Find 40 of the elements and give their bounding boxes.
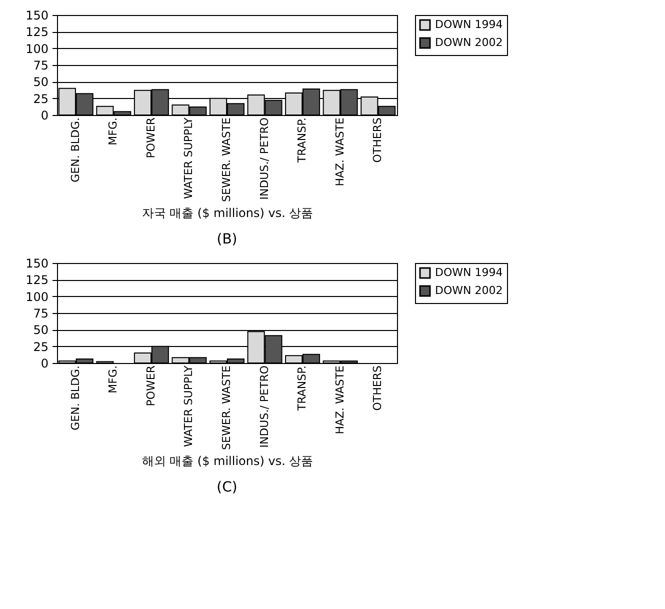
x-tick-label: POWER (144, 117, 158, 158)
x-tick-label: HAZ. WASTE (333, 365, 346, 434)
x-tick-label: MFG. (106, 366, 120, 394)
x-tick-label: OTHERS (371, 117, 384, 163)
text: (C) (216, 479, 238, 496)
y-tick-label: 25 (33, 340, 48, 354)
x-tick-label: SEWER. WASTE (220, 365, 233, 450)
y-tick-label: 125 (26, 25, 48, 40)
x-axis-title: 해외 매출 ($ millions) vs. 상품 (142, 454, 314, 468)
text: (B) (216, 231, 238, 248)
x-axis-title: 자국 매출 ($ millions) vs. 상품 (142, 206, 314, 220)
y-tick-label: 25 (33, 92, 48, 106)
legend-label: DOWN 2002 (435, 284, 503, 297)
legend-label: DOWN 1994 (435, 18, 503, 31)
x-tick-label: INDUS./ PETRO (258, 117, 271, 200)
y-tick-label: 75 (33, 58, 48, 72)
y-tick-label: 50 (33, 75, 48, 90)
y-tick-label: 100 (26, 290, 48, 304)
y-tick-label: 100 (26, 42, 48, 56)
x-tick-label: WATER SUPPLY (182, 365, 196, 447)
y-tick-label: 0 (40, 356, 48, 370)
x-tick-label: HAZ. WASTE (333, 117, 346, 186)
x-tick-label: GEN. BLDG. (68, 118, 82, 182)
x-tick-label: WATER SUPPLY (182, 117, 196, 199)
y-tick-label: 150 (26, 256, 48, 270)
x-tick-label: MFG. (106, 118, 120, 146)
x-tick-label: POWER (144, 365, 158, 406)
x-tick-label: OTHERS (371, 365, 384, 411)
y-tick-label: 150 (26, 8, 48, 22)
y-tick-label: 0 (40, 108, 48, 122)
x-tick-label: SEWER. WASTE (220, 117, 233, 202)
y-tick-label: 50 (33, 323, 48, 338)
legend-label: DOWN 1994 (435, 266, 503, 279)
x-tick-label: GEN. BLDG. (68, 366, 82, 430)
x-tick-label: TRANSP. (296, 366, 309, 412)
y-tick-label: 125 (26, 273, 48, 288)
x-tick-label: TRANSP. (296, 118, 309, 164)
x-tick-label: INDUS./ PETRO (258, 365, 271, 448)
y-tick-label: 75 (33, 306, 48, 320)
legend-label: DOWN 2002 (435, 36, 503, 49)
